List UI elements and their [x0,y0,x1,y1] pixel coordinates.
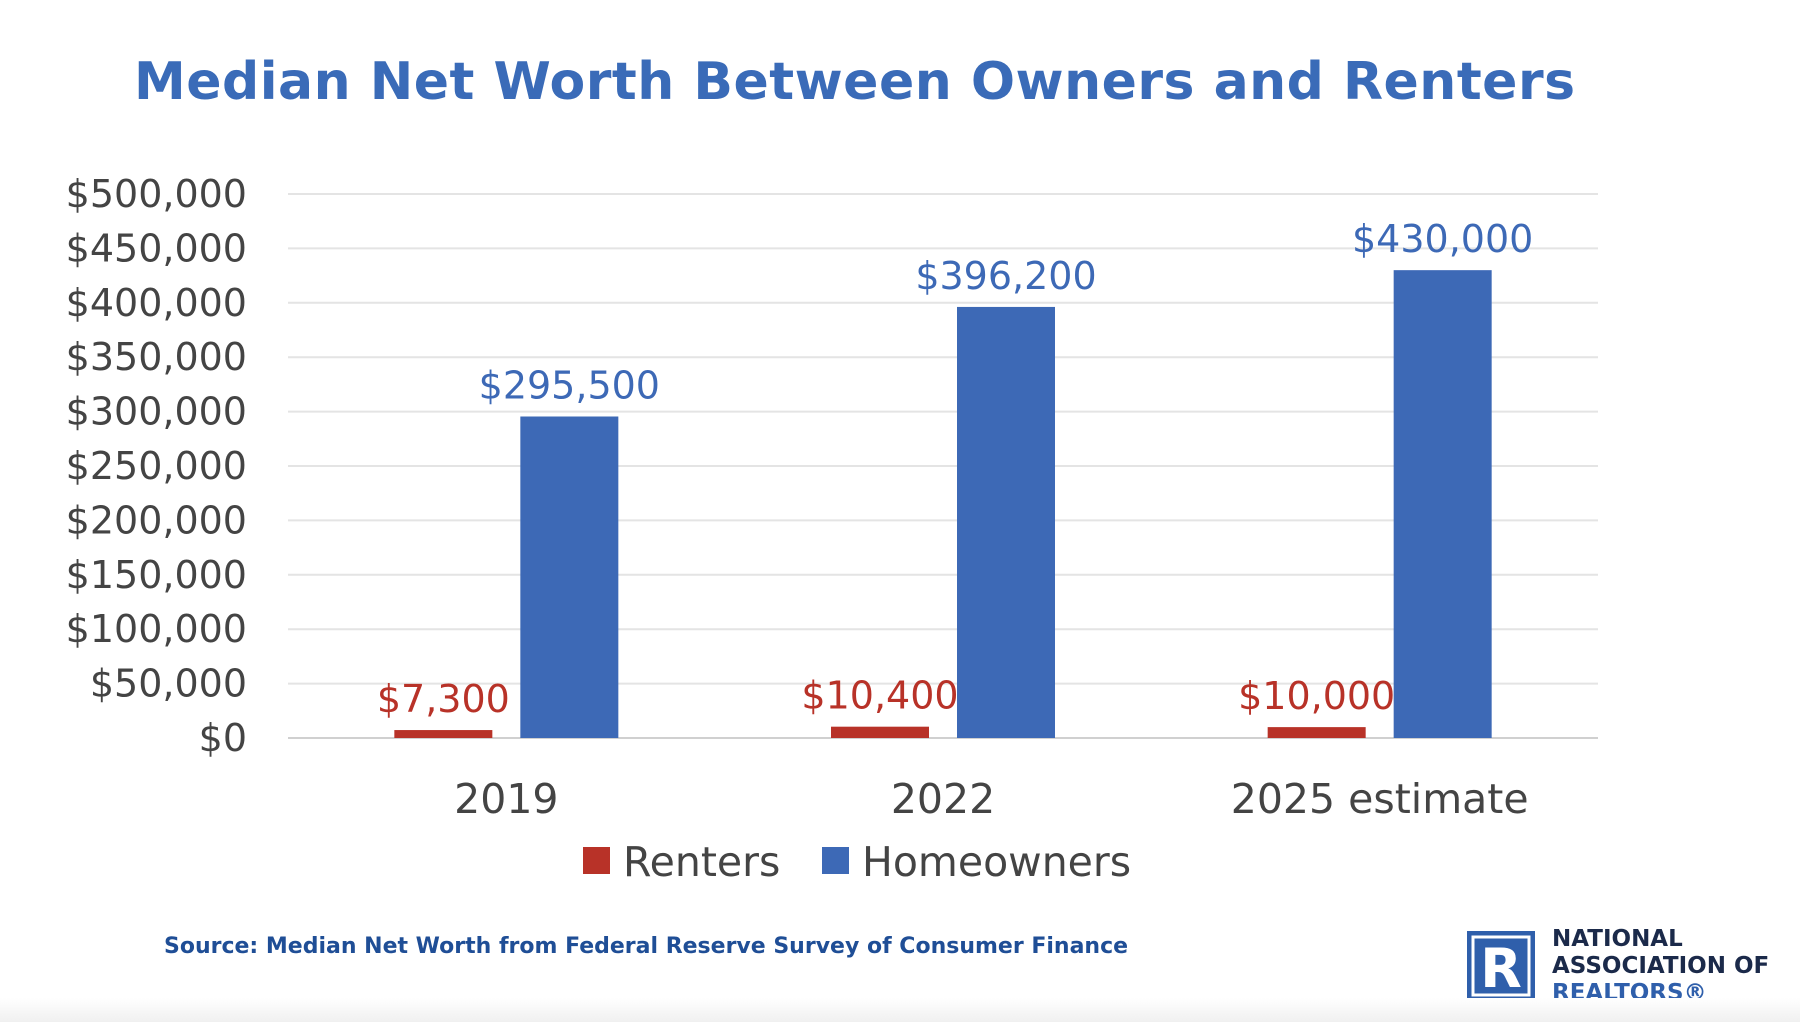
legend-swatch-homeowners [822,847,849,874]
logo-letter: R [1480,937,1522,1000]
legend-label-homeowners: Homeowners [862,838,1131,886]
bottom-edge [0,998,1800,1022]
bar-renters [1267,727,1366,738]
y-axis-ticks: $0 $50,000 $100,000 $150,000 $200,000 $250,00… [66,172,247,760]
x-axis-ticks: 2019 2022 2025 estimate [454,775,1528,823]
logo-line-2: ASSOCIATION OF [1552,953,1770,979]
x-tick-label: 2022 [891,775,995,823]
data-label-homeowners: $295,500 [479,363,660,407]
y-tick-label: $100,000 [66,607,247,651]
data-label-renters: $10,400 [801,674,958,718]
y-tick-label: $200,000 [66,498,247,542]
realtor-logo-icon: R [1467,931,1535,1001]
logo-text: NATIONAL ASSOCIATION OF REALTORS® [1552,926,1769,1007]
legend-swatch-renters [583,847,610,874]
data-label-homeowners: $396,200 [915,254,1096,298]
y-tick-label: $50,000 [90,662,247,706]
source-note: Source: Median Net Worth from Federal Re… [164,934,1129,959]
chart-title: Median Net Worth Between Owners and Rent… [134,52,1576,112]
data-label-homeowners: $430,000 [1352,217,1533,261]
y-tick-label: $500,000 [66,172,247,216]
bars: $7,300 $295,500 $10,400 $396,200 $10,000 $430… [377,217,1533,738]
bar-homeowners [520,416,619,738]
y-tick-label: $300,000 [66,390,247,434]
y-tick-label: $150,000 [66,553,247,597]
bar-renters [394,730,493,738]
x-tick-label: 2025 estimate [1231,775,1529,823]
bar-renters [831,726,929,738]
bar-homeowners [1393,270,1492,738]
y-tick-label: $450,000 [66,226,247,270]
legend-label-renters: Renters [623,838,780,886]
logo-line-1: NATIONAL [1552,926,1683,952]
legend: Renters Homeowners [583,838,1131,886]
y-tick-label: $400,000 [66,281,247,325]
gridlines [288,193,1598,739]
data-label-renters: $10,000 [1238,674,1395,718]
y-tick-label: $350,000 [66,335,247,379]
y-tick-label: $0 [199,716,247,760]
bar-homeowners [957,306,1055,738]
y-tick-label: $250,000 [66,444,247,488]
data-label-renters: $7,300 [377,677,510,721]
x-tick-label: 2019 [454,775,558,823]
